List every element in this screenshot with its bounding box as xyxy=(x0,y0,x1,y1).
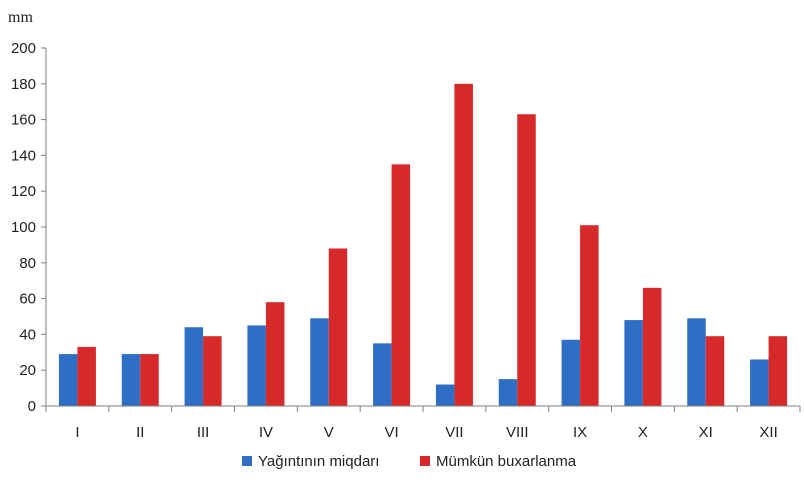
legend-label: Mümkün buxarlanma xyxy=(436,453,577,470)
bar-precipitation xyxy=(435,384,455,406)
y-axis-unit-label: mm xyxy=(8,9,33,26)
x-tick-label: X xyxy=(638,424,648,441)
bar-evaporation xyxy=(328,248,348,406)
bar-precipitation xyxy=(561,339,581,406)
bar-precipitation xyxy=(121,354,141,406)
x-tick-label: VIII xyxy=(506,424,529,441)
bar-precipitation xyxy=(750,359,769,406)
bar-precipitation xyxy=(687,318,706,406)
x-tick-label: IV xyxy=(259,424,273,441)
legend-swatch xyxy=(420,456,430,466)
bars xyxy=(58,83,788,407)
bar-evaporation xyxy=(77,346,96,406)
bar-evaporation xyxy=(265,302,285,406)
x-tick-label: VI xyxy=(384,424,398,441)
y-tick-label: 80 xyxy=(19,255,36,272)
y-tick-label: 60 xyxy=(19,291,36,308)
y-tick-label: 140 xyxy=(11,147,36,164)
y-tick-label: 160 xyxy=(11,112,36,129)
bar-evaporation xyxy=(580,225,599,406)
legend-swatch xyxy=(242,456,252,466)
bar-evaporation xyxy=(517,114,536,406)
bar-evaporation xyxy=(391,164,411,406)
bar-precipitation xyxy=(184,327,204,406)
bar-evaporation xyxy=(203,336,222,406)
bar-precipitation xyxy=(373,343,392,406)
y-tick-label: 180 xyxy=(11,76,36,93)
x-tick-label: XI xyxy=(699,424,713,441)
legend-label: Yağıntının miqdarı xyxy=(258,453,379,470)
x-tick-label: XII xyxy=(759,424,777,441)
bar-precipitation xyxy=(624,320,643,406)
y-tick-label: 20 xyxy=(19,362,36,379)
bar-evaporation xyxy=(642,287,662,406)
bar-evaporation xyxy=(705,336,725,406)
y-tick-label: 100 xyxy=(11,219,36,236)
y-tick-label: 40 xyxy=(19,326,36,343)
bar-precipitation xyxy=(310,318,329,406)
bar-evaporation xyxy=(140,354,159,406)
x-tick-label: VII xyxy=(445,424,463,441)
x-tick-label: I xyxy=(75,424,79,441)
legend: Yağıntının miqdarı Mümkün buxarlanma xyxy=(242,453,577,470)
x-tick-label: V xyxy=(324,424,334,441)
bar-precipitation xyxy=(247,325,266,406)
bar-evaporation xyxy=(768,336,788,406)
x-tick-label: III xyxy=(197,424,210,441)
y-axis: 0 20 40 60 80 100 120 140 160 180 200 xyxy=(11,40,47,415)
x-tick-label: IX xyxy=(573,424,587,441)
y-tick-label: 200 xyxy=(11,40,36,57)
y-tick-label: 0 xyxy=(28,398,36,415)
x-tick-label: II xyxy=(136,424,144,441)
y-tick-label: 120 xyxy=(11,183,36,200)
x-axis: I II III IV V VI VII VIII IX X XI XII xyxy=(45,405,801,441)
bar-evaporation xyxy=(454,83,473,407)
bar-precipitation xyxy=(498,379,518,406)
bar-precipitation xyxy=(58,354,78,406)
